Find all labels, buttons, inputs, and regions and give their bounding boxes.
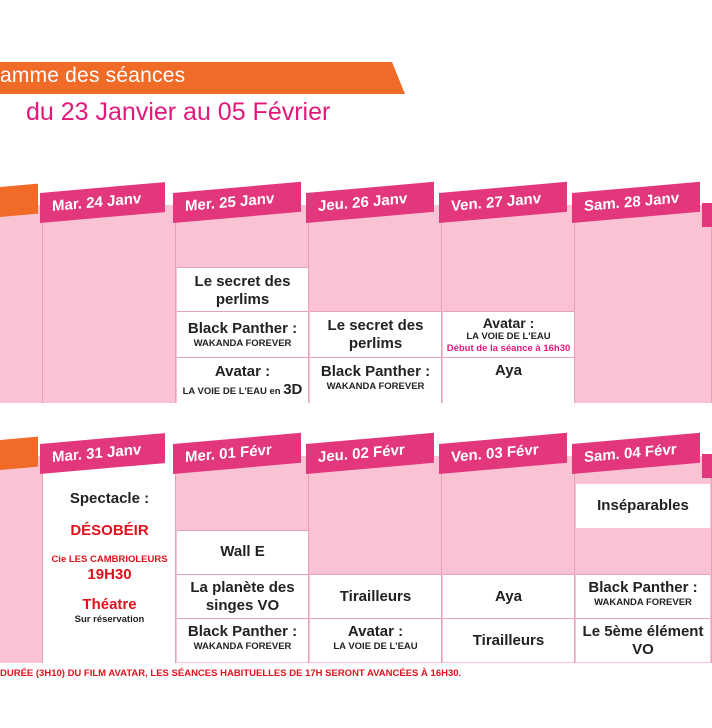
film-subtitle: WAKANDA FOREVER (326, 381, 425, 392)
day-label: Mar. 24 Janv (52, 190, 142, 215)
col-tue (43, 205, 176, 403)
session-cell: Le secret des perlims (177, 267, 308, 311)
week-2: Mar. 31 Janv Mer. 01 Févr Jeu. 02 Févr V… (0, 420, 712, 665)
week-1: Mar. 24 Janv Mer. 25 Janv Jeu. 26 Janv V… (0, 175, 712, 405)
event-company: Cie LES CAMBRIOLEURS (51, 554, 168, 565)
col-mon (0, 205, 43, 403)
film-title: Wall E (220, 543, 265, 560)
title-banner (0, 62, 405, 94)
session-cell: Black Panther : WAKANDA FOREVER (576, 574, 710, 618)
film-title: Tirailleurs (339, 588, 412, 605)
film-title: Le secret des perlims (327, 317, 424, 352)
film-title: Black Panther : (187, 320, 298, 337)
film-title: Black Panther : (588, 579, 698, 596)
film-subtitle: LA VOIE DE L'EAU en (182, 386, 281, 397)
day-label: Jeu. 02 Févr (318, 441, 405, 466)
event-title: DÉSOBÉIR (70, 522, 149, 539)
session-cell: La planète des singes VO (177, 574, 308, 618)
session-note: Début de la séance à 16h30 (446, 343, 571, 354)
col-sat (575, 205, 712, 403)
film-format: VO (632, 641, 654, 658)
day-label: Jeu. 26 Janv (318, 190, 408, 215)
day-label: Ven. 03 Févr (451, 441, 539, 466)
film-title: Black Panther : (320, 363, 431, 380)
film-title: Avatar : (214, 363, 271, 380)
event-type: Théatre (82, 596, 137, 613)
session-cell: Aya (443, 357, 574, 403)
page-subtitle: du 23 Janvier au 05 Février (26, 98, 331, 126)
film-title: La planète des singes VO (190, 579, 295, 614)
day-label: Mer. 25 Janv (185, 190, 275, 215)
event-time: 19H30 (87, 566, 132, 583)
event-note: Sur réservation (74, 614, 145, 625)
day-label: Mar. 31 Janv (52, 441, 142, 466)
film-title: Avatar : (347, 623, 404, 640)
day-edge-ribbon (0, 436, 38, 470)
session-cell: Tirailleurs (310, 574, 441, 618)
session-cell: Wall E (177, 530, 308, 574)
session-cell: Le 5ème élément VO (576, 618, 710, 662)
day-label: Ven. 27 Janv (451, 190, 542, 215)
session-cell: Tirailleurs (443, 618, 574, 662)
day-edge-ribbon-right (702, 203, 712, 227)
session-cell: Avatar : LA VOIE DE L'EAU Début de la séan… (443, 311, 574, 357)
session-cell: Black Panther : WAKANDA FOREVER (177, 311, 308, 357)
film-subtitle: WAKANDA FOREVER (594, 597, 692, 608)
footer-note: DURÉE (3H10) DU FILM AVATAR, LES SÉANCES… (0, 668, 462, 679)
spectacle-cell: Spectacle : DÉSOBÉIR Cie LES CAMBRIOLEUR… (44, 484, 175, 662)
film-title: Aya (495, 588, 522, 605)
film-subtitle: WAKANDA FOREVER (193, 641, 292, 652)
film-title: Black Panther : (187, 623, 298, 640)
day-label: Mer. 01 Févr (185, 441, 272, 466)
page-title: amme des séances (0, 64, 186, 87)
film-title: Tirailleurs (472, 632, 545, 649)
session-cell: Le secret des perlims (310, 311, 441, 357)
film-subtitle: WAKANDA FOREVER (193, 338, 292, 349)
event-label: Spectacle : (69, 490, 150, 507)
film-subtitle: LA VOIE DE L'EAU (333, 641, 418, 652)
film-title: Avatar : (482, 315, 535, 331)
film-title: Inséparables (597, 497, 689, 514)
col-mon (0, 456, 43, 663)
film-format: 3D (283, 381, 303, 398)
session-cell: Avatar : LA VOIE DE L'EAU en 3D (177, 357, 308, 403)
session-cell: Avatar : LA VOIE DE L'EAU (310, 618, 441, 662)
film-title: Le 5ème élément (582, 623, 704, 640)
day-edge-ribbon-right (702, 454, 712, 478)
session-cell: Black Panther : WAKANDA FOREVER (177, 618, 308, 662)
session-cell: Black Panther : WAKANDA FOREVER (310, 357, 441, 403)
film-title: Le secret des perlims (194, 273, 291, 308)
film-subtitle: LA VOIE DE L'EAU (466, 331, 551, 342)
day-label: Sam. 28 Janv (584, 189, 680, 215)
day-edge-ribbon (0, 183, 38, 217)
film-title: Aya (495, 362, 522, 379)
day-label: Sam. 04 Févr (584, 440, 677, 466)
session-cell: Inséparables (576, 484, 710, 528)
session-cell: Aya (443, 574, 574, 618)
